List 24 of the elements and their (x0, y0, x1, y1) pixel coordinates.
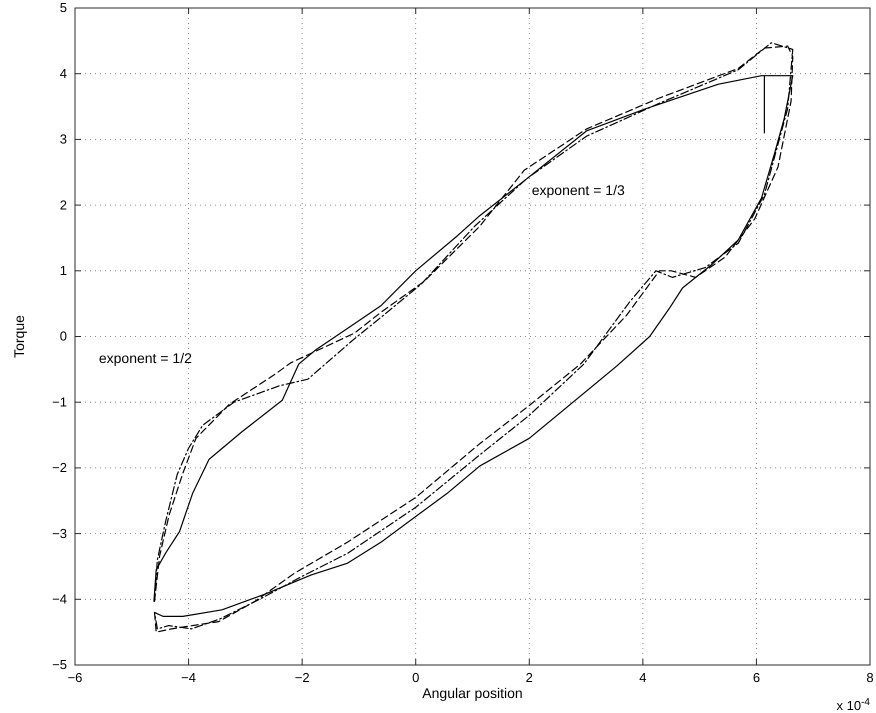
y-tick-label: 1 (60, 262, 67, 278)
x-tick-label: 0 (412, 670, 420, 686)
y-tick-label: −1 (52, 394, 67, 410)
y-tick-label: 5 (60, 0, 67, 16)
y-tick-label: −4 (52, 591, 67, 606)
annotation: exponent = 1/2 (98, 350, 192, 366)
y-tick-label: 3 (60, 132, 67, 147)
y-tick-label: 4 (60, 66, 67, 81)
y-axis-title: Torque (11, 314, 27, 358)
x-axis-title: Angular position (422, 685, 523, 701)
x-tick-label: −2 (294, 670, 310, 686)
x-tick-label: −6 (68, 670, 82, 686)
text: x 10$^{-4}$ (836, 696, 870, 713)
x-tick-label: 8 (866, 670, 874, 686)
x-tick-label: 2 (526, 670, 533, 686)
y-tick-label: 0 (60, 328, 67, 344)
x-tick-label: −4 (181, 670, 196, 686)
x-tick-label: 4 (639, 670, 646, 686)
y-tick-label: 2 (60, 197, 67, 212)
annotation: exponent = 1/3 (532, 182, 625, 198)
x-tick-label: 6 (752, 670, 760, 686)
y-tick-label: −3 (52, 526, 67, 541)
y-tick-label: −2 (52, 460, 67, 476)
y-tick-label: −5 (52, 657, 67, 672)
